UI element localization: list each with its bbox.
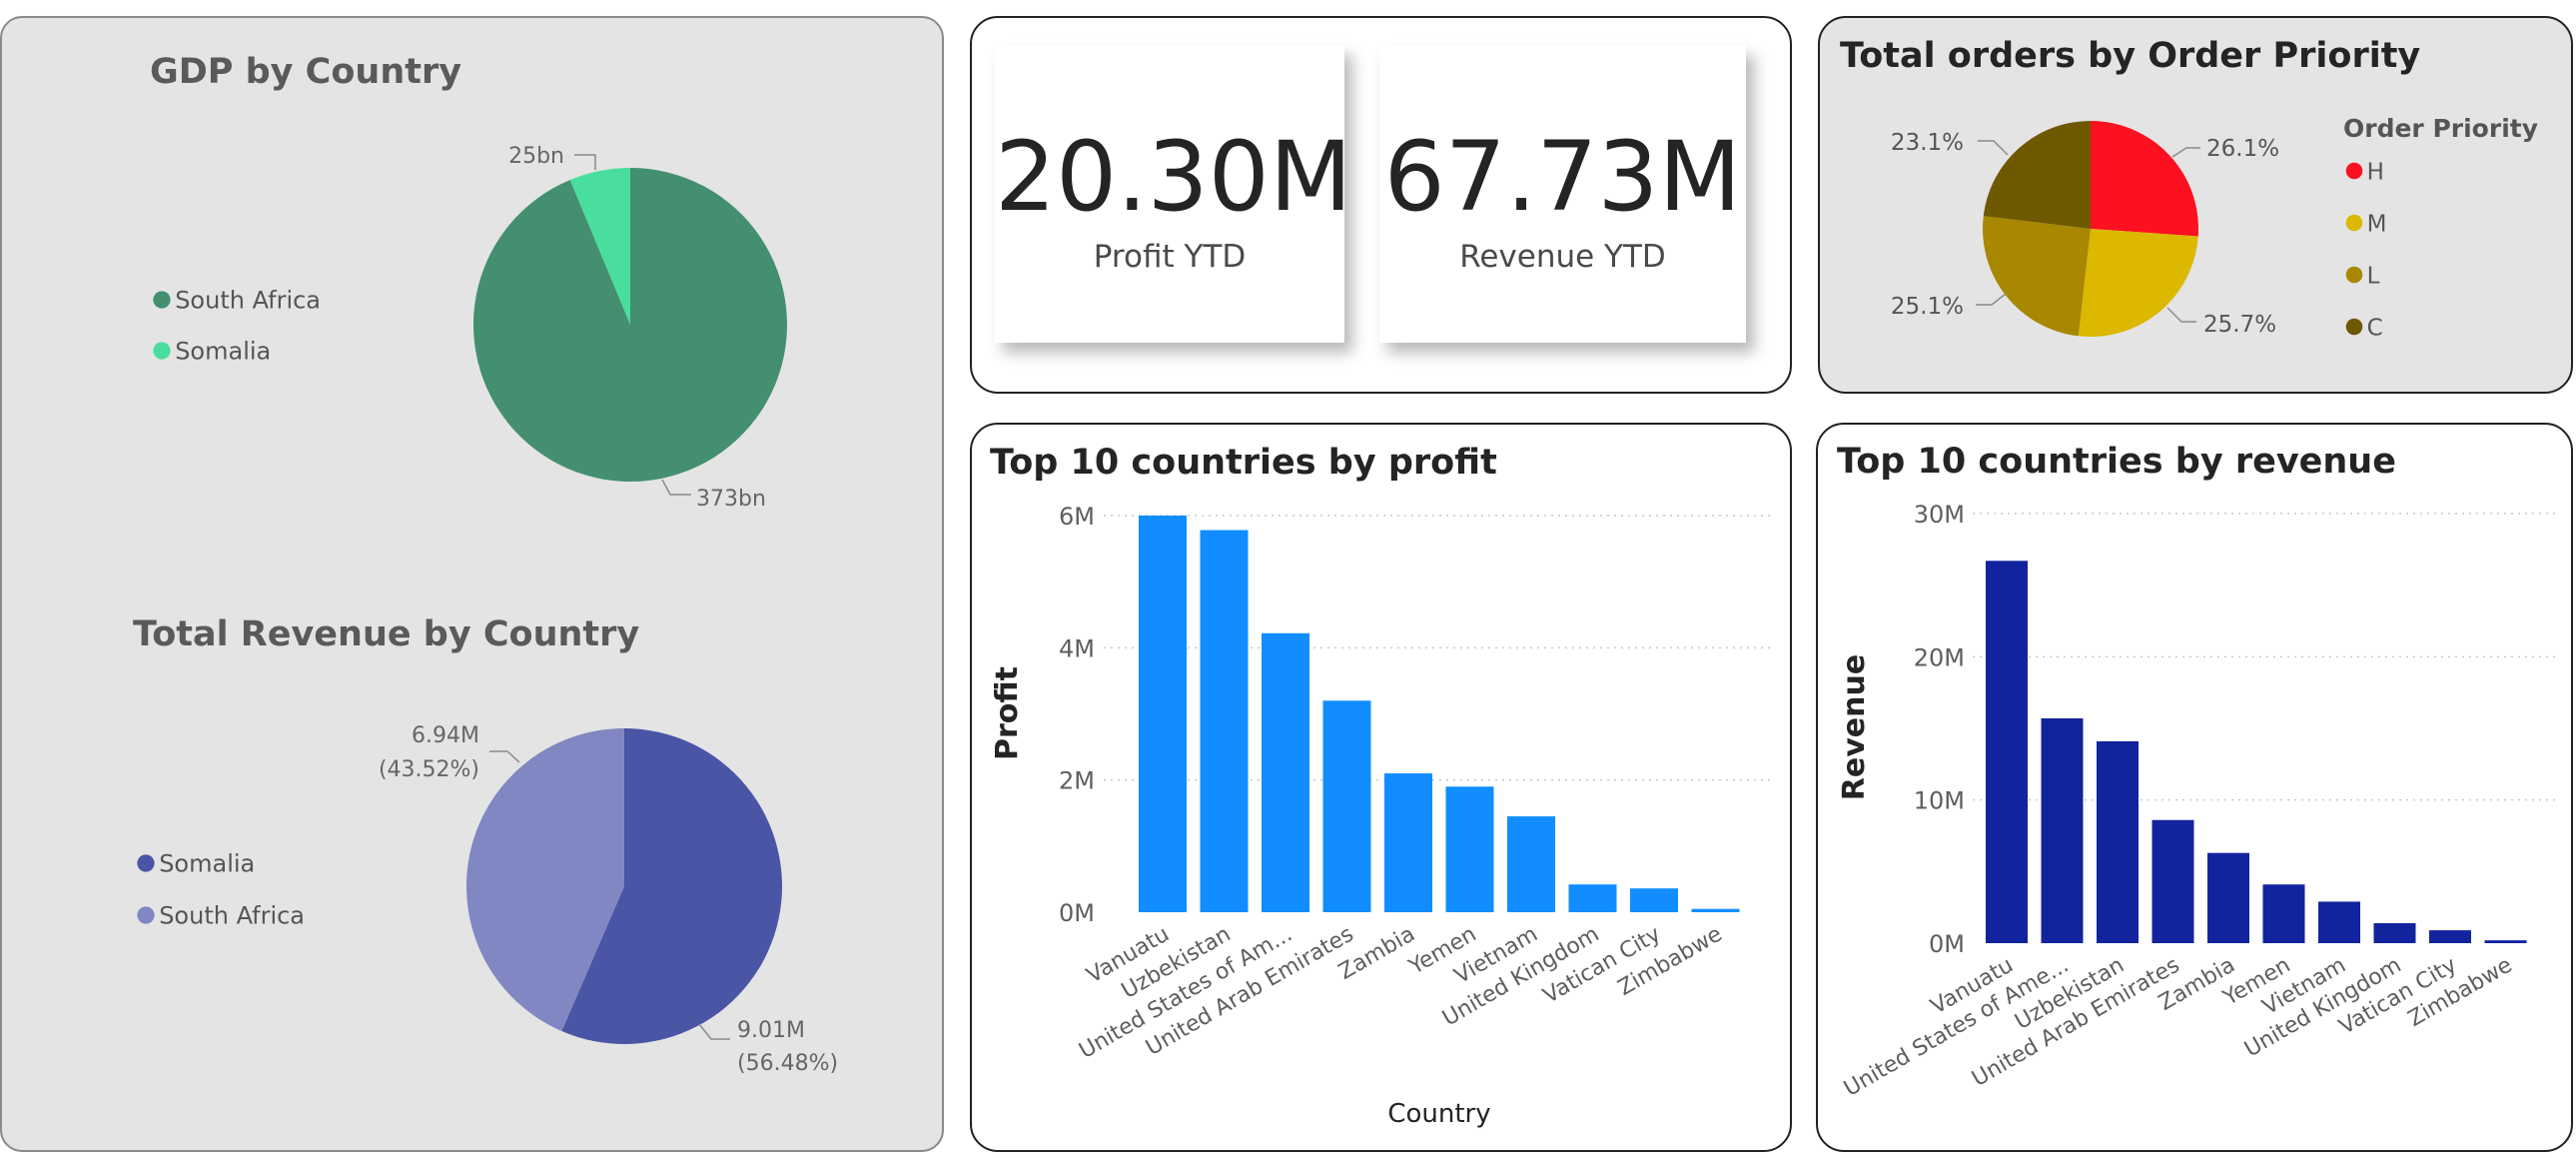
revenue-country-chart-title: Total Revenue by Country [133, 614, 640, 654]
revenue-bar-zambia[interactable] [2207, 852, 2249, 943]
revenue-y-tick-label: 20M [1914, 643, 1965, 671]
revenue-bar-vanuatu[interactable] [1986, 561, 2028, 943]
priority-legend-marker-h [2345, 162, 2363, 180]
revenue-bar-united-states-of-ame[interactable] [2041, 717, 2084, 943]
revenue-country-legend-marker-south-africa [137, 906, 155, 924]
revenue-y-tick-label: 10M [1914, 787, 1965, 815]
revenue-bar-vietnam[interactable] [2318, 901, 2360, 943]
revenue-country-legend-marker-somalia [137, 854, 155, 872]
priority-data-label-l: 25.1% [1891, 294, 1964, 320]
revenue-country-leader-south-africa [489, 750, 520, 763]
profit-bar-uzbekistan[interactable] [1200, 530, 1249, 912]
gdp-legend-label-south-africa[interactable]: South Africa [175, 287, 321, 315]
priority-legend-label-m[interactable]: M [2367, 211, 2387, 237]
revenue-country-slice-somalia[interactable] [561, 728, 782, 1044]
revenue-country-pct-south-africa: (43.52%) [379, 757, 479, 782]
revenue-y-tick-label: 0M [1929, 930, 1965, 958]
gdp-leader-somalia [574, 154, 596, 170]
profit-x-axis-title: Country [1387, 1099, 1490, 1129]
profit-bar-united-kingdom[interactable] [1568, 884, 1617, 912]
priority-slice-c[interactable] [1983, 121, 2091, 229]
revenue-country-legend-label-south-africa[interactable]: South Africa [159, 902, 305, 930]
gdp-data-label-somalia: 25bn [508, 144, 564, 169]
profit-y-tick-label: 2M [1059, 767, 1095, 795]
revenue-bar-yemen[interactable] [2262, 884, 2305, 943]
profit-y-tick-label: 6M [1059, 503, 1095, 531]
revenue-bar-card [1816, 423, 2573, 1152]
priority-chart-title: Total orders by Order Priority [1840, 36, 2421, 76]
gdp-slice-somalia[interactable] [569, 168, 630, 325]
revenue-country-pct-somalia: (56.48%) [737, 1051, 838, 1076]
priority-legend-label-h[interactable]: H [2367, 159, 2384, 185]
profit-bar-zimbabwe[interactable] [1691, 908, 1740, 912]
revenue-kpi-tile[interactable]: 67.73M Revenue YTD [1379, 45, 1746, 343]
profit-chart-title: Top 10 countries by profit [990, 443, 1497, 483]
profit-bar-vatican-city[interactable] [1630, 888, 1678, 912]
priority-legend-marker-m [2345, 214, 2363, 232]
revenue-chart-title: Top 10 countries by revenue [1837, 442, 2396, 482]
revenue-ytd-value: 67.73M [1383, 121, 1742, 233]
revenue-y-axis-title: Revenue [1837, 654, 1872, 800]
revenue-country-label-somalia: 9.01M [737, 1018, 805, 1043]
priority-leader-l [1976, 293, 2007, 306]
priority-data-label-h: 26.1% [2206, 136, 2279, 162]
gdp-chart-title: GDP by Country [150, 52, 462, 92]
profit-bar-yemen[interactable] [1445, 786, 1494, 912]
priority-legend-marker-c [2345, 318, 2363, 336]
revenue-country-legend-label-somalia[interactable]: Somalia [159, 850, 255, 878]
revenue-country-leader-somalia [698, 1023, 730, 1040]
priority-legend-title: Order Priority [2343, 114, 2538, 143]
gdp-legend-label-somalia[interactable]: Somalia [175, 338, 271, 366]
gdp-legend-marker-somalia [153, 342, 171, 360]
profit-ytd-value: 20.30M [995, 121, 1352, 233]
gdp-legend-marker-south-africa [153, 291, 171, 309]
profit-ytd-label: Profit YTD [1093, 239, 1247, 275]
profit-bar-vietnam[interactable] [1507, 816, 1555, 912]
profit-y-tick-label: 4M [1059, 634, 1095, 662]
profit-bar-vanuatu[interactable] [1139, 516, 1187, 912]
profit-y-axis-title: Profit [990, 666, 1025, 760]
priority-leader-c [1978, 140, 2009, 156]
left-panel [0, 16, 944, 1152]
profit-bar-card [970, 423, 1792, 1152]
priority-slice-h[interactable] [2091, 120, 2198, 237]
profit-bar-zambia[interactable] [1384, 773, 1432, 912]
priority-data-label-m: 25.7% [2203, 312, 2276, 338]
gdp-slice-south-africa[interactable] [473, 168, 788, 482]
gdp-leader-south-africa [661, 479, 691, 496]
revenue-bar-united-kingdom[interactable] [2373, 922, 2416, 943]
revenue-bar-uzbekistan[interactable] [2097, 740, 2139, 943]
priority-slice-m[interactable] [2078, 229, 2198, 338]
revenue-x-tick-label-united-states-of-ame: United States of Ame... [1840, 953, 2073, 1102]
priority-legend-label-l[interactable]: L [2367, 263, 2380, 289]
gdp-data-label-south-africa: 373bn [696, 487, 766, 512]
profit-bar-united-arab-emirates[interactable] [1322, 700, 1371, 912]
revenue-y-tick-label: 30M [1914, 501, 1965, 529]
revenue-bar-united-arab-emirates[interactable] [2151, 819, 2194, 943]
priority-leader-h [2171, 147, 2200, 158]
profit-kpi-tile[interactable]: 20.30M Profit YTD [995, 45, 1352, 343]
priority-slice-l[interactable] [1983, 216, 2091, 337]
priority-leader-m [2166, 307, 2196, 323]
revenue-bar-vatican-city[interactable] [2429, 930, 2471, 943]
revenue-bar-zimbabwe[interactable] [2484, 940, 2527, 943]
profit-bar-united-states-of-am[interactable] [1262, 632, 1309, 912]
priority-legend-marker-l [2345, 266, 2363, 284]
revenue-country-label-south-africa: 6.94M [412, 723, 479, 748]
priority-data-label-c: 23.1% [1891, 130, 1964, 156]
revenue-ytd-label: Revenue YTD [1459, 239, 1666, 275]
revenue-country-slice-south-africa[interactable] [465, 728, 624, 1032]
profit-y-tick-label: 0M [1059, 899, 1095, 927]
priority-legend-label-c[interactable]: C [2367, 315, 2383, 341]
